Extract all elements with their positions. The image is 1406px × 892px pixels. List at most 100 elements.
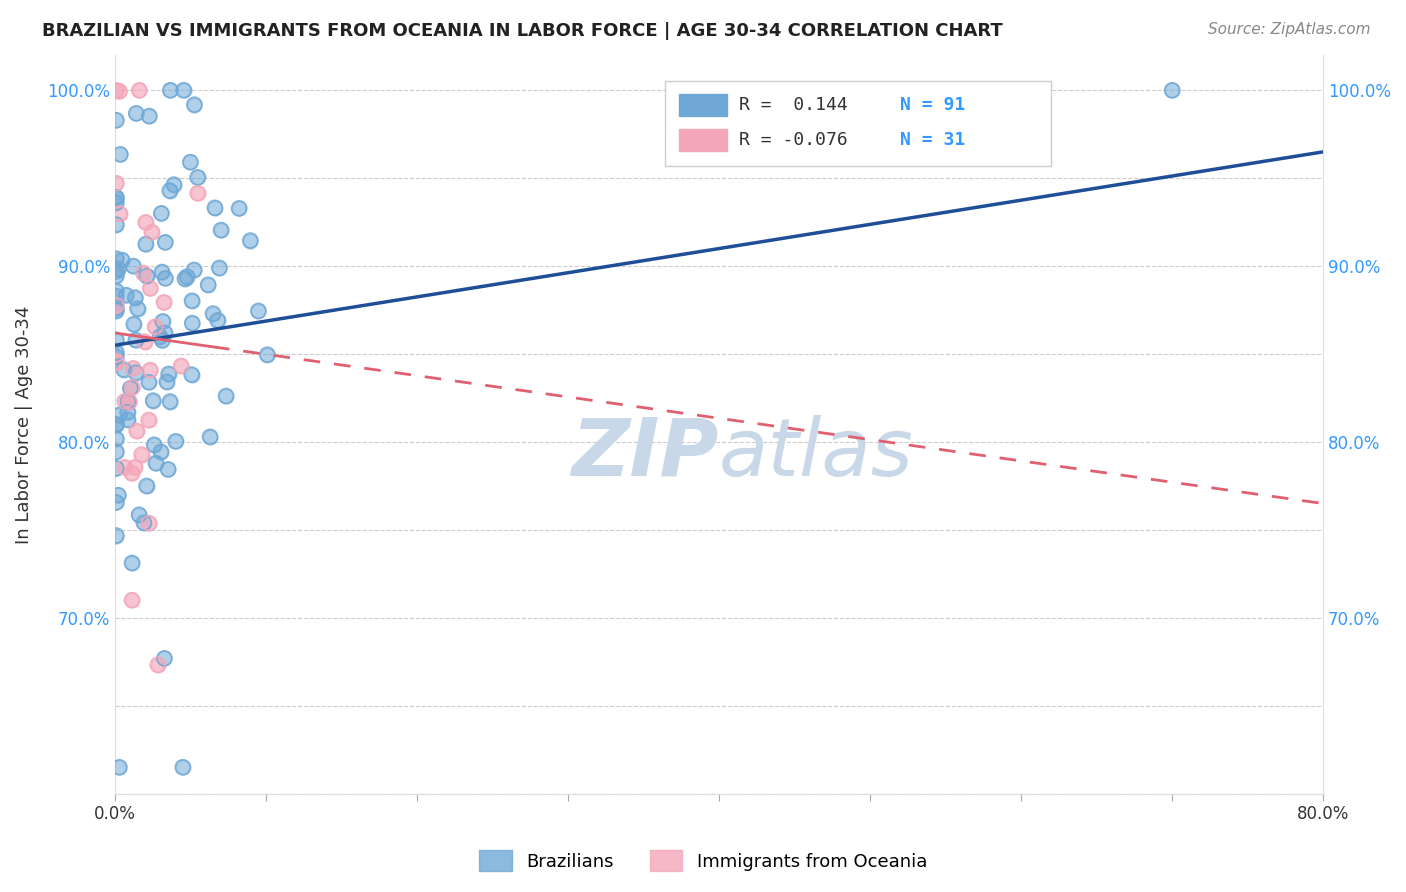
Point (134, 334, 156, 349)
Point (176, 269, 198, 284)
Point (209, 223, 232, 237)
Point (132, 516, 155, 530)
Point (159, 394, 181, 409)
Point (146, 657, 169, 672)
Point (247, 304, 270, 318)
Point (105, 461, 128, 475)
Point (198, 430, 221, 444)
Point (153, 326, 176, 340)
Point (135, 237, 157, 252)
Point (135, 268, 157, 283)
Point (139, 281, 162, 295)
Point (108, 206, 131, 220)
Point (163, 178, 186, 192)
Point (149, 329, 172, 343)
Point (128, 508, 150, 522)
Point (108, 84, 131, 98)
Point (125, 366, 148, 380)
Point (105, 264, 128, 278)
Point (111, 253, 134, 268)
Point (159, 83, 181, 97)
Point (208, 260, 231, 275)
Point (197, 277, 219, 292)
Point (155, 235, 177, 250)
Point (150, 334, 173, 348)
Point (138, 109, 160, 123)
Point (181, 293, 204, 308)
Point (135, 479, 157, 493)
Point (121, 593, 143, 607)
Point (108, 84, 131, 98)
Point (157, 462, 180, 476)
Point (105, 444, 128, 458)
Point (181, 316, 204, 330)
Point (128, 508, 150, 522)
Point (125, 106, 148, 120)
Point (105, 289, 128, 303)
Point (105, 528, 128, 542)
Point (105, 303, 128, 318)
Point (105, 264, 128, 278)
Point (128, 83, 150, 97)
Point (105, 195, 128, 210)
Point (105, 303, 128, 318)
Point (117, 405, 139, 419)
Point (105, 417, 128, 432)
Point (143, 319, 166, 334)
Point (117, 394, 139, 409)
Point (105, 444, 128, 458)
Point (159, 184, 181, 198)
Point (132, 516, 155, 530)
Point (150, 265, 173, 279)
Point (117, 412, 139, 426)
Point (114, 460, 136, 475)
FancyBboxPatch shape (679, 129, 727, 151)
Point (181, 293, 204, 308)
Point (105, 298, 128, 312)
Point (105, 356, 128, 370)
Point (122, 259, 145, 273)
Point (105, 350, 128, 364)
Point (105, 345, 128, 359)
Point (105, 461, 128, 475)
Point (159, 83, 181, 97)
Point (201, 307, 224, 321)
Point (155, 271, 177, 285)
Point (179, 155, 201, 169)
Point (107, 262, 129, 277)
Point (105, 83, 128, 97)
Point (105, 301, 128, 315)
Point (159, 184, 181, 198)
Point (105, 113, 128, 128)
Point (122, 361, 145, 376)
Point (134, 334, 156, 349)
Point (125, 333, 148, 347)
Point (186, 186, 208, 201)
Point (105, 333, 128, 347)
Point (135, 215, 157, 229)
Point (105, 333, 128, 347)
Point (138, 413, 160, 427)
Point (135, 479, 157, 493)
Point (170, 359, 193, 373)
Point (157, 367, 180, 381)
Point (131, 448, 153, 462)
Point (159, 394, 181, 409)
Point (122, 259, 145, 273)
Point (125, 424, 148, 438)
Point (150, 265, 173, 279)
Text: Source: ZipAtlas.com: Source: ZipAtlas.com (1208, 22, 1371, 37)
Point (146, 657, 169, 672)
Point (105, 284, 128, 298)
Point (105, 192, 128, 206)
Point (105, 284, 128, 298)
Point (143, 438, 166, 452)
Point (207, 313, 229, 327)
Point (141, 225, 163, 239)
Point (118, 394, 141, 409)
Point (215, 389, 238, 403)
Point (153, 295, 176, 310)
Point (256, 348, 278, 362)
Point (121, 556, 143, 570)
Point (105, 195, 128, 210)
